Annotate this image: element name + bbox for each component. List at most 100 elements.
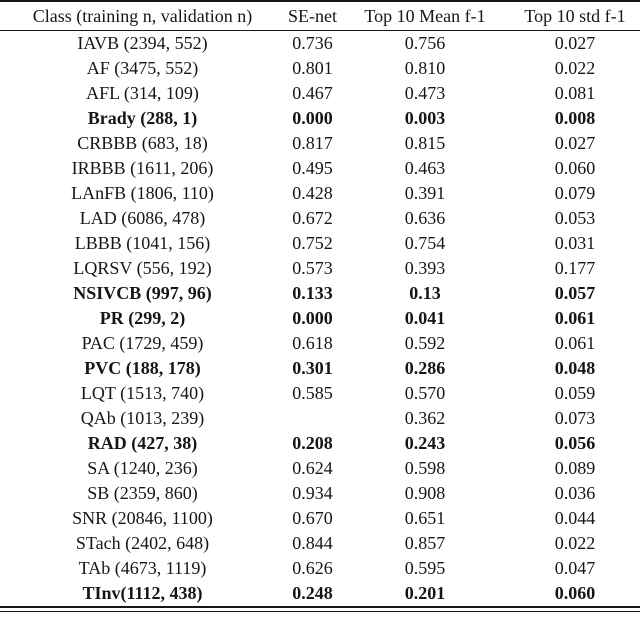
mean-f1-cell: 0.592 [404,333,446,353]
std-f1-cell: 0.061 [554,308,596,328]
column-header-se-net: SE-net [285,1,340,31]
mean-f1-cell: 0.857 [404,533,446,553]
mean-f1-cell: 0.13 [409,283,441,303]
se-net-cell: 0.817 [292,133,333,153]
class-cell: AFL (314, 109) [86,83,199,103]
class-cell: LAnFB (1806, 110) [71,183,214,203]
mean-f1-cell: 0.595 [404,558,446,578]
class-cell: LQRSV (556, 192) [73,258,212,278]
table-row: IAVB (2394, 552) 0.736 0.756 0.027 [0,31,640,57]
table-row: LAD (6086, 478) 0.672 0.636 0.053 [0,206,640,231]
se-net-cell: 0.133 [292,283,333,303]
std-f1-cell: 0.027 [554,133,596,153]
se-net-cell: 0.301 [292,358,333,378]
class-cell: AF (3475, 552) [86,58,199,78]
class-cell: PAC (1729, 459) [81,333,204,353]
se-net-cell: 0.467 [292,83,333,103]
table-row: LQT (1513, 740) 0.585 0.570 0.059 [0,381,640,406]
mean-f1-cell: 0.201 [404,583,446,603]
class-cell: CRBBB (683, 18) [77,133,208,153]
std-f1-cell: 0.079 [554,183,596,203]
se-net-cell: 0.736 [292,33,333,53]
mean-f1-cell: 0.391 [404,183,446,203]
table-row: LBBB (1041, 156) 0.752 0.754 0.031 [0,231,640,256]
mean-f1-cell: 0.598 [404,458,446,478]
std-f1-cell: 0.059 [554,383,596,403]
class-cell: TInv(1112, 438) [82,583,203,603]
se-net-cell [285,406,340,431]
table-row: IRBBB (1611, 206) 0.495 0.463 0.060 [0,156,640,181]
class-cell: SB (2359, 860) [87,483,198,503]
mean-f1-cell: 0.463 [404,158,446,178]
mean-f1-cell: 0.243 [404,433,446,453]
std-f1-cell: 0.048 [554,358,596,378]
table-row: RAD (427, 38) 0.208 0.243 0.056 [0,431,640,456]
class-cell: SNR (20846, 1100) [72,508,213,528]
std-f1-cell: 0.022 [554,533,596,553]
std-f1-cell: 0.031 [554,233,596,253]
table-row: NSIVCB (997, 96) 0.133 0.13 0.057 [0,281,640,306]
std-f1-cell: 0.053 [554,208,596,228]
mean-f1-cell: 0.393 [404,258,446,278]
class-cell: TAb (4673, 1119) [78,558,207,578]
se-net-cell: 0.248 [292,583,333,603]
class-cell: SA (1240, 236) [87,458,198,478]
mean-f1-cell: 0.041 [404,308,446,328]
std-f1-cell: 0.177 [554,258,596,278]
se-net-cell: 0.585 [292,383,333,403]
std-f1-cell: 0.061 [554,333,596,353]
class-cell: NSIVCB (997, 96) [73,283,212,303]
table-row: STach (2402, 648) 0.844 0.857 0.022 [0,531,640,556]
class-cell: STach (2402, 648) [75,533,210,553]
std-f1-cell: 0.057 [554,283,596,303]
std-f1-cell: 0.022 [554,58,596,78]
mean-f1-cell: 0.570 [404,383,446,403]
table-header: Class (training n, validation n) SE-net … [0,1,640,31]
std-f1-cell: 0.027 [554,33,596,53]
std-f1-cell: 0.081 [554,83,596,103]
std-f1-cell: 0.073 [554,408,596,428]
se-net-cell: 0.844 [292,533,333,553]
mean-f1-cell: 0.908 [404,483,446,503]
mean-f1-cell: 0.651 [404,508,446,528]
table-row: TAb (4673, 1119) 0.626 0.595 0.047 [0,556,640,581]
se-net-cell: 0.573 [292,258,333,278]
mean-f1-cell: 0.810 [404,58,446,78]
mean-f1-cell: 0.815 [404,133,446,153]
std-f1-cell: 0.008 [554,108,596,128]
mean-f1-cell: 0.754 [404,233,446,253]
se-net-cell: 0.618 [292,333,333,353]
std-f1-cell: 0.044 [554,508,596,528]
table-body: IAVB (2394, 552) 0.736 0.756 0.027 AF (3475,… [0,31,640,607]
header-row: Class (training n, validation n) SE-net … [0,1,640,31]
std-f1-cell: 0.036 [554,483,596,503]
table-row: PR (299, 2) 0.000 0.041 0.061 [0,306,640,331]
table-row: CRBBB (683, 18) 0.817 0.815 0.027 [0,131,640,156]
table-row: TInv(1112, 438) 0.248 0.201 0.060 [0,581,640,606]
table-row: AF (3475, 552) 0.801 0.810 0.022 [0,56,640,81]
class-cell: IAVB (2394, 552) [77,33,208,53]
table-row: SB (2359, 860) 0.934 0.908 0.036 [0,481,640,506]
column-header-std-f1: Top 10 std f-1 [510,1,640,31]
table-row: SNR (20846, 1100) 0.670 0.651 0.044 [0,506,640,531]
class-cell: Brady (288, 1) [87,108,198,128]
class-cell: LBBB (1041, 156) [74,233,211,253]
table-row: QAb (1013, 239) 0.362 0.073 [0,406,640,431]
table-row: AFL (314, 109) 0.467 0.473 0.081 [0,81,640,106]
class-cell: IRBBB (1611, 206) [71,158,214,178]
mean-f1-cell: 0.473 [404,83,446,103]
mean-f1-cell: 0.756 [404,33,446,53]
se-net-cell: 0.670 [292,508,333,528]
table-row: PVC (188, 178) 0.301 0.286 0.048 [0,356,640,381]
mean-f1-cell: 0.362 [404,408,446,428]
table-row: LQRSV (556, 192) 0.573 0.393 0.177 [0,256,640,281]
mean-f1-cell: 0.003 [404,108,446,128]
class-cell: QAb (1013, 239) [80,408,205,428]
se-net-cell: 0.000 [292,308,333,328]
se-net-cell: 0.000 [292,108,333,128]
table-row: Brady (288, 1) 0.000 0.003 0.008 [0,106,640,131]
std-f1-cell: 0.047 [554,558,596,578]
class-cell: PVC (188, 178) [84,358,201,378]
std-f1-cell: 0.060 [554,583,596,603]
